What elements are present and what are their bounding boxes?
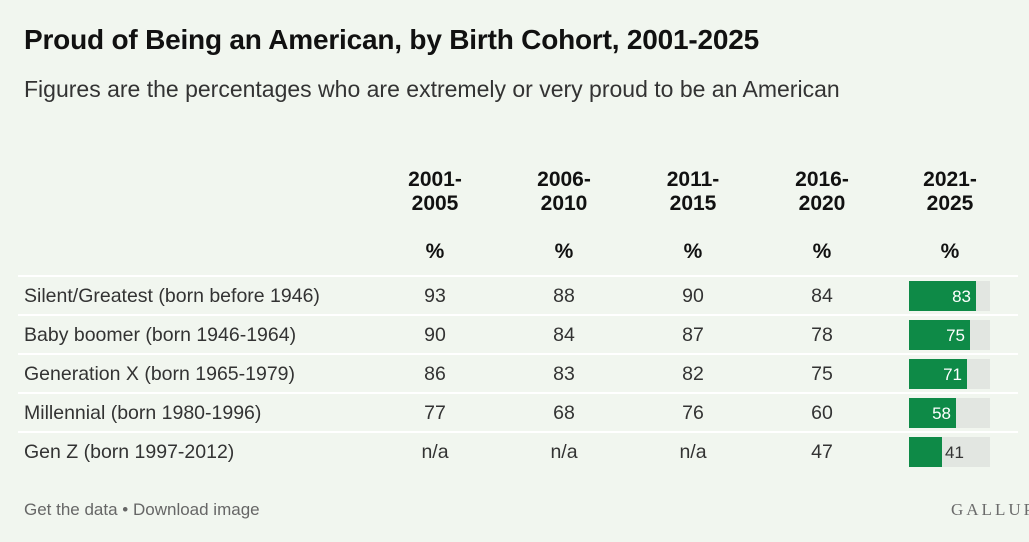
row-label: Generation X (born 1965-1979)	[24, 363, 296, 385]
column-header-2021-2025: 2021- 2025 %	[895, 168, 1005, 264]
bar-value-label: 41	[945, 443, 964, 462]
column-header-label: 2011- 2015	[666, 168, 720, 215]
table-cell: n/a	[550, 441, 578, 463]
bar-fill	[909, 359, 967, 389]
table-row: Generation X (born 1965-1979) 86 83 82 7…	[18, 353, 1018, 392]
column-header-unit: %	[425, 240, 445, 263]
row-label: Baby boomer (born 1946-1964)	[24, 324, 297, 346]
table-cell: 60	[811, 402, 833, 424]
table-cell: 88	[553, 285, 575, 307]
table-cell: 76	[682, 402, 704, 424]
bar-track: 83	[909, 281, 990, 311]
bar-value-label: 83	[952, 287, 971, 306]
bar-track: 75	[909, 320, 990, 350]
table-cell: 90	[682, 285, 704, 307]
column-header-label: 2021- 2025	[923, 168, 977, 215]
column-header-unit: %	[683, 240, 703, 263]
table-row: Gen Z (born 1997-2012) n/a n/a n/a 47 41	[18, 431, 1018, 470]
table-cell: 90	[424, 324, 446, 346]
table-cell: 87	[682, 324, 704, 346]
footer-separator: •	[117, 500, 133, 519]
bar-value-label: 71	[943, 365, 962, 384]
table-cell: 75	[811, 363, 833, 385]
bar-value-label: 58	[932, 404, 951, 423]
column-header-2016-2020: 2016- 2020 %	[767, 168, 877, 264]
table-cell: 84	[553, 324, 575, 346]
column-header-2001-2005: 2001- 2005 %	[380, 168, 490, 264]
table-cell: 93	[424, 285, 446, 307]
column-header-label: 2006- 2010	[537, 168, 591, 215]
table-row: Baby boomer (born 1946-1964) 90 84 87 78…	[18, 314, 1018, 353]
table-cell: n/a	[421, 441, 449, 463]
chart-subtitle: Figures are the percentages who are extr…	[24, 76, 840, 102]
table-row: Silent/Greatest (born before 1946) 93 88…	[18, 275, 1018, 314]
row-label: Gen Z (born 1997-2012)	[24, 441, 235, 463]
row-label: Millennial (born 1980-1996)	[24, 402, 262, 424]
bar-value-label: 75	[946, 326, 965, 345]
column-header-2006-2010: 2006- 2010 %	[509, 168, 619, 264]
table-cell: 83	[553, 363, 575, 385]
column-header-unit: %	[940, 240, 960, 263]
table-cell: 78	[811, 324, 833, 346]
table-cell: n/a	[679, 441, 707, 463]
bar-fill	[909, 281, 976, 311]
bar-fill	[909, 320, 970, 350]
table-cell: 68	[553, 402, 575, 424]
column-header-unit: %	[812, 240, 832, 263]
table-cell: 86	[424, 363, 446, 385]
download-image-link[interactable]: Download image	[132, 500, 260, 519]
gallup-logo: GALLUP	[951, 500, 1029, 519]
row-label: Silent/Greatest (born before 1946)	[24, 285, 320, 307]
bar-fill	[909, 398, 956, 428]
table-cell: 82	[682, 363, 704, 385]
table-cell: 84	[811, 285, 833, 307]
column-header-label: 2016- 2020	[795, 168, 849, 215]
bar-track: 41	[909, 437, 990, 467]
column-header-2011-2015: 2011- 2015 %	[638, 168, 748, 264]
footer-links: Get the data • Download image	[24, 500, 260, 520]
get-data-link[interactable]: Get the data	[24, 500, 118, 519]
chart-title: Proud of Being an American, by Birth Coh…	[24, 24, 759, 55]
bar-track: 71	[909, 359, 990, 389]
bar-track: 58	[909, 398, 990, 428]
column-header-label: 2001- 2005	[408, 168, 462, 215]
table-cell: 47	[811, 441, 833, 463]
table-cell: 77	[424, 402, 446, 424]
column-header-unit: %	[554, 240, 574, 263]
table-row: Millennial (born 1980-1996) 77 68 76 60 …	[18, 392, 1018, 431]
bar-fill	[909, 437, 942, 467]
